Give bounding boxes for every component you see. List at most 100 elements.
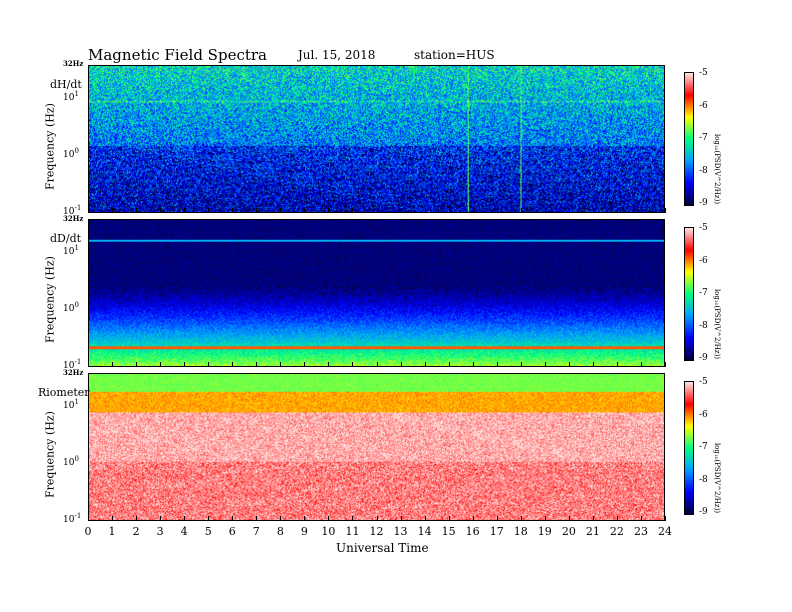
x-tick-mark xyxy=(280,208,281,213)
x-tick-mark xyxy=(352,208,353,213)
colorbar-label-1: log₁₀(PSD(V^2/Hz)) xyxy=(713,133,721,205)
x-tick-mark xyxy=(593,516,594,521)
colorbar-label-3: log₁₀(PSD(V^2/Hz)) xyxy=(713,442,721,514)
x-tick-mark xyxy=(473,362,474,367)
x-tick-mark xyxy=(232,516,233,521)
y-tick-label: 101 xyxy=(63,398,79,411)
x-tick-mark xyxy=(497,362,498,367)
x-tick-mark xyxy=(617,516,618,521)
y-top-label-3: 32Hz xyxy=(63,368,84,377)
panel-label-dddt: dD/dt xyxy=(50,232,82,245)
x-tick-mark xyxy=(256,516,257,521)
x-tick-mark xyxy=(160,208,161,213)
x-tick-mark xyxy=(208,362,209,367)
x-tick-label: 14 xyxy=(417,525,432,538)
x-tick-mark xyxy=(280,362,281,367)
x-tick-label: 5 xyxy=(204,525,212,538)
colorbar-tick-label: -8 xyxy=(699,474,708,485)
x-tick-mark xyxy=(425,516,426,521)
colorbar-tick-label: -8 xyxy=(699,165,708,176)
x-tick-mark xyxy=(377,362,378,367)
x-tick-mark xyxy=(232,362,233,367)
x-tick-mark xyxy=(593,208,594,213)
x-tick-mark xyxy=(521,208,522,213)
y-tick-label: 10-1 xyxy=(63,512,82,525)
x-tick-mark xyxy=(88,516,89,521)
colorbar-tick-label: -6 xyxy=(699,255,708,266)
colorbar-tick-label: -9 xyxy=(699,353,708,363)
x-tick-mark xyxy=(641,208,642,213)
x-tick-mark xyxy=(473,516,474,521)
x-tick-mark xyxy=(232,208,233,213)
x-tick-mark xyxy=(256,362,257,367)
x-tick-mark xyxy=(521,516,522,521)
x-tick-mark xyxy=(304,516,305,521)
y-tick-label: 101 xyxy=(63,90,79,103)
x-tick-mark xyxy=(449,362,450,367)
x-tick-mark xyxy=(401,516,402,521)
x-tick-mark xyxy=(160,516,161,521)
x-tick-mark xyxy=(112,208,113,213)
x-tick-mark xyxy=(497,516,498,521)
colorbar-2 xyxy=(684,227,694,361)
x-tick-label: 11 xyxy=(345,525,360,538)
x-tick-mark xyxy=(208,516,209,521)
x-tick-mark xyxy=(208,208,209,213)
x-tick-mark xyxy=(569,516,570,521)
chart-date: Jul. 15, 2018 xyxy=(298,48,376,62)
x-tick-label: 13 xyxy=(393,525,408,538)
x-axis-label: Universal Time xyxy=(336,541,429,555)
x-tick-label: 20 xyxy=(561,525,576,538)
x-tick-mark xyxy=(545,516,546,521)
colorbar-tick-label: -6 xyxy=(699,409,708,420)
x-tick-mark xyxy=(352,516,353,521)
x-tick-mark xyxy=(641,516,642,521)
x-tick-label: 17 xyxy=(489,525,504,538)
panel-label-riometer: Riometer xyxy=(38,386,90,399)
x-tick-label: 10 xyxy=(321,525,336,538)
spectrogram-panel-dhdt xyxy=(88,65,665,213)
x-tick-mark xyxy=(184,208,185,213)
colorbar-tick-label: -7 xyxy=(699,442,708,452)
x-tick-mark xyxy=(184,362,185,367)
chart-title: Magnetic Field Spectra xyxy=(88,46,267,64)
y-tick-label: 10-1 xyxy=(63,204,82,217)
panel-label-dhdt: dH/dt xyxy=(50,78,82,91)
x-tick-mark xyxy=(593,362,594,367)
x-tick-mark xyxy=(521,362,522,367)
x-tick-mark xyxy=(328,208,329,213)
colorbar-tick-label: -7 xyxy=(699,288,708,298)
x-tick-mark xyxy=(112,362,113,367)
y-top-label-2: 32Hz xyxy=(63,214,84,223)
y-tick-label: 100 xyxy=(63,147,79,160)
x-tick-label: 19 xyxy=(537,525,552,538)
x-tick-label: 22 xyxy=(609,525,624,538)
colorbar-label-2: log₁₀(PSD(V^2/Hz)) xyxy=(713,288,721,360)
x-tick-mark xyxy=(88,362,89,367)
x-tick-mark xyxy=(425,208,426,213)
x-tick-label: 18 xyxy=(513,525,528,538)
x-tick-label: 4 xyxy=(180,525,188,538)
x-tick-label: 16 xyxy=(465,525,480,538)
y-tick-label: 10-1 xyxy=(63,358,82,371)
y-axis-label-2: Frequency (Hz) xyxy=(43,256,57,343)
x-tick-mark xyxy=(401,362,402,367)
y-tick-label: 100 xyxy=(63,301,79,314)
x-tick-mark xyxy=(136,362,137,367)
x-tick-mark xyxy=(449,516,450,521)
x-tick-label: 12 xyxy=(369,525,384,538)
x-tick-mark xyxy=(449,208,450,213)
x-tick-label: 7 xyxy=(252,525,260,538)
y-top-label-1: 32Hz xyxy=(63,59,84,68)
x-tick-label: 9 xyxy=(300,525,308,538)
x-tick-label: 2 xyxy=(132,525,140,538)
x-tick-mark xyxy=(280,516,281,521)
x-tick-mark xyxy=(545,362,546,367)
y-axis-label-3: Frequency (Hz) xyxy=(43,411,57,498)
spectrogram-dddt xyxy=(89,220,664,366)
x-tick-mark xyxy=(569,362,570,367)
x-tick-label: 21 xyxy=(585,525,600,538)
x-tick-mark xyxy=(256,208,257,213)
x-tick-mark xyxy=(184,516,185,521)
x-tick-mark xyxy=(328,362,329,367)
